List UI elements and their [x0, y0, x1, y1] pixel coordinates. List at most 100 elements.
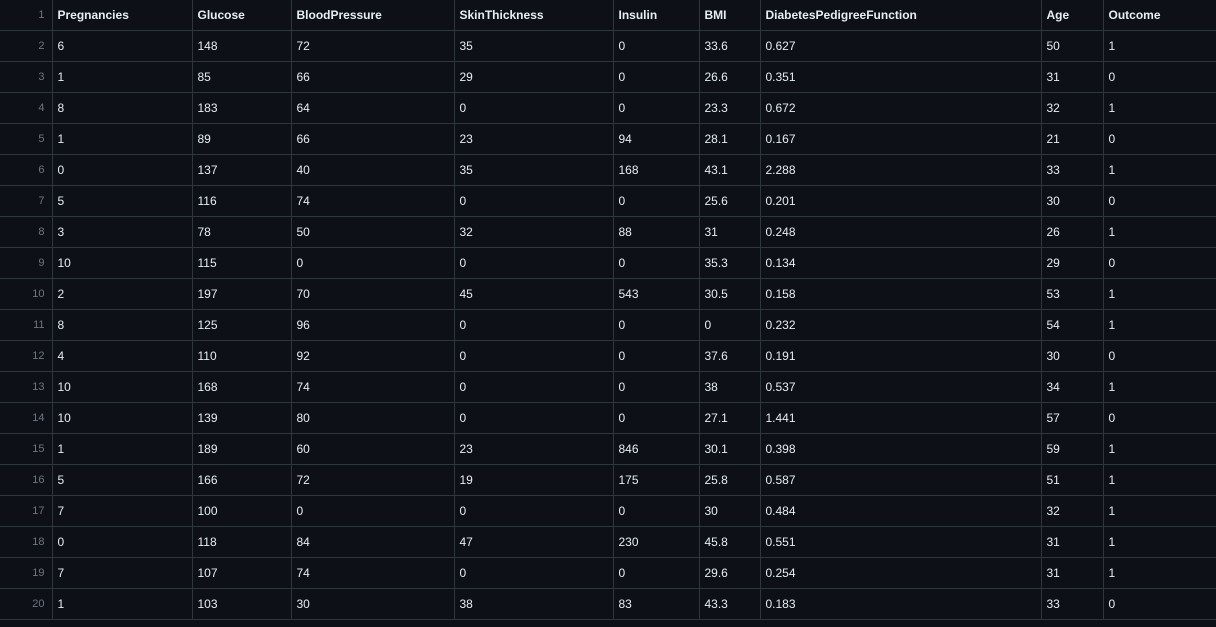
table-cell: 70 — [291, 278, 455, 310]
table-row: 20 1 103 30 38 83 43.3 0.183 33 0 — [0, 588, 1216, 620]
table-cell: 0 — [613, 61, 700, 93]
table-cell: 0 — [1103, 247, 1216, 279]
table-cell: 189 — [192, 433, 292, 465]
table-row: 2 6 148 72 35 0 33.6 0.627 50 1 — [0, 30, 1216, 62]
header-row: 1 Pregnancies Glucose BloodPressure SkinThic… — [0, 0, 1216, 31]
table-cell: 51 — [1041, 464, 1104, 496]
table-row: 12 4 110 92 0 0 37.6 0.191 30 0 — [0, 340, 1216, 372]
table-cell: 0 — [454, 340, 614, 372]
table-cell: 64 — [291, 92, 455, 124]
table-cell: 166 — [192, 464, 292, 496]
table-cell: 29.6 — [699, 557, 761, 589]
table-cell: 32 — [1041, 92, 1104, 124]
table-cell: 0 — [613, 371, 700, 403]
table-cell: 0 — [52, 526, 193, 558]
line-number: 1 — [0, 0, 53, 31]
table-cell: 2 — [52, 278, 193, 310]
table-row: 18 0 118 84 47 230 45.8 0.551 31 1 — [0, 526, 1216, 558]
table-cell: 0 — [613, 247, 700, 279]
table-row: 5 1 89 66 23 94 28.1 0.167 21 0 — [0, 123, 1216, 155]
table-cell: 1 — [1103, 433, 1216, 465]
line-number: 3 — [0, 61, 53, 93]
table-cell: 31 — [1041, 61, 1104, 93]
table-cell: 0 — [613, 30, 700, 62]
table-cell: 1 — [1103, 216, 1216, 248]
table-cell: 3 — [52, 216, 193, 248]
table-cell: 50 — [1041, 30, 1104, 62]
table-cell: 0 — [613, 340, 700, 372]
table-cell: 0 — [613, 92, 700, 124]
column-header: Age — [1041, 0, 1104, 31]
table-cell: 43.1 — [699, 154, 761, 186]
line-number: 15 — [0, 433, 53, 465]
line-number: 14 — [0, 402, 53, 434]
table-cell: 78 — [192, 216, 292, 248]
table-cell: 1 — [1103, 464, 1216, 496]
table-cell: 23 — [454, 123, 614, 155]
table-cell: 40 — [291, 154, 455, 186]
table-cell: 10 — [52, 371, 193, 403]
table-cell: 7 — [52, 557, 193, 589]
table-cell: 28.1 — [699, 123, 761, 155]
table-cell: 0 — [454, 371, 614, 403]
table-cell: 0 — [613, 402, 700, 434]
table-cell: 0 — [613, 557, 700, 589]
line-number: 19 — [0, 557, 53, 589]
table-cell: 0.134 — [760, 247, 1042, 279]
table-row: 4 8 183 64 0 0 23.3 0.672 32 1 — [0, 92, 1216, 124]
table-cell: 30 — [699, 495, 761, 527]
table-cell: 175 — [613, 464, 700, 496]
table-cell: 45.8 — [699, 526, 761, 558]
table-cell: 0.351 — [760, 61, 1042, 93]
table-cell: 107 — [192, 557, 292, 589]
line-number: 20 — [0, 588, 53, 620]
table-cell: 7 — [52, 495, 193, 527]
table-cell: 10 — [52, 247, 193, 279]
table-cell: 0 — [613, 309, 700, 341]
table-cell: 0 — [613, 185, 700, 217]
table-cell: 1 — [1103, 371, 1216, 403]
table-cell: 89 — [192, 123, 292, 155]
table-cell: 1 — [1103, 92, 1216, 124]
table-cell: 66 — [291, 123, 455, 155]
table-cell: 54 — [1041, 309, 1104, 341]
table-row: 14 10 139 80 0 0 27.1 1.441 57 0 — [0, 402, 1216, 434]
table-cell: 0 — [1103, 588, 1216, 620]
table-row: 11 8 125 96 0 0 0 0.232 54 1 — [0, 309, 1216, 341]
table-cell: 26 — [1041, 216, 1104, 248]
table-cell: 148 — [192, 30, 292, 62]
table-row: 9 10 115 0 0 0 35.3 0.134 29 0 — [0, 247, 1216, 279]
table-cell: 0.167 — [760, 123, 1042, 155]
table-row: 8 3 78 50 32 88 31 0.248 26 1 — [0, 216, 1216, 248]
table-cell: 0.183 — [760, 588, 1042, 620]
table-cell: 543 — [613, 278, 700, 310]
line-number: 10 — [0, 278, 53, 310]
table-cell: 1 — [1103, 278, 1216, 310]
table-cell: 0.232 — [760, 309, 1042, 341]
table-cell: 0 — [454, 92, 614, 124]
table-cell: 0.398 — [760, 433, 1042, 465]
table-cell: 0.587 — [760, 464, 1042, 496]
table-cell: 33 — [1041, 588, 1104, 620]
table-cell: 116 — [192, 185, 292, 217]
table-cell: 21 — [1041, 123, 1104, 155]
table-cell: 2.288 — [760, 154, 1042, 186]
table-cell: 4 — [52, 340, 193, 372]
table-cell: 66 — [291, 61, 455, 93]
table-cell: 0 — [454, 402, 614, 434]
table-cell: 0 — [454, 185, 614, 217]
table-row: 3 1 85 66 29 0 26.6 0.351 31 0 — [0, 61, 1216, 93]
table-cell: 1 — [1103, 557, 1216, 589]
table-cell: 168 — [613, 154, 700, 186]
table-cell: 137 — [192, 154, 292, 186]
table-cell: 23.3 — [699, 92, 761, 124]
table-cell: 23 — [454, 433, 614, 465]
table-row: 19 7 107 74 0 0 29.6 0.254 31 1 — [0, 557, 1216, 589]
table-cell: 0.551 — [760, 526, 1042, 558]
table-cell: 19 — [454, 464, 614, 496]
table-cell: 1 — [52, 588, 193, 620]
table-cell: 26.6 — [699, 61, 761, 93]
table-cell: 0 — [1103, 185, 1216, 217]
